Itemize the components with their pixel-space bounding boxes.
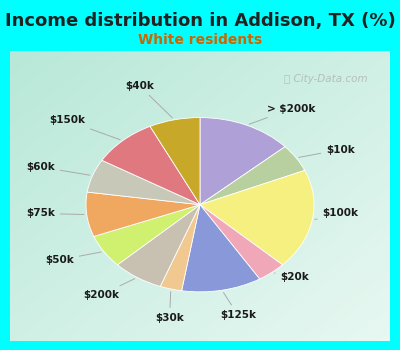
- Text: $60k: $60k: [26, 162, 90, 175]
- Text: $100k: $100k: [315, 209, 359, 219]
- Text: $20k: $20k: [274, 272, 309, 282]
- Wedge shape: [200, 170, 314, 265]
- Wedge shape: [102, 126, 200, 205]
- Text: > $200k: > $200k: [249, 104, 315, 124]
- Text: Income distribution in Addison, TX (%): Income distribution in Addison, TX (%): [5, 12, 395, 30]
- Text: $10k: $10k: [299, 145, 355, 158]
- Wedge shape: [86, 192, 200, 237]
- Wedge shape: [94, 205, 200, 265]
- Wedge shape: [150, 118, 200, 205]
- Text: $75k: $75k: [26, 209, 84, 218]
- Text: White residents: White residents: [138, 33, 262, 47]
- Text: ⓘ City-Data.com: ⓘ City-Data.com: [284, 74, 367, 84]
- Wedge shape: [200, 118, 285, 205]
- Wedge shape: [200, 205, 282, 279]
- Wedge shape: [118, 205, 200, 286]
- Wedge shape: [182, 205, 260, 292]
- Wedge shape: [160, 205, 200, 291]
- Text: $40k: $40k: [125, 80, 172, 118]
- Text: $125k: $125k: [220, 293, 256, 320]
- Text: $50k: $50k: [45, 252, 101, 265]
- Wedge shape: [87, 160, 200, 205]
- Text: $200k: $200k: [83, 279, 135, 300]
- Wedge shape: [200, 147, 305, 205]
- Text: $150k: $150k: [49, 116, 120, 140]
- Text: $30k: $30k: [155, 292, 184, 323]
